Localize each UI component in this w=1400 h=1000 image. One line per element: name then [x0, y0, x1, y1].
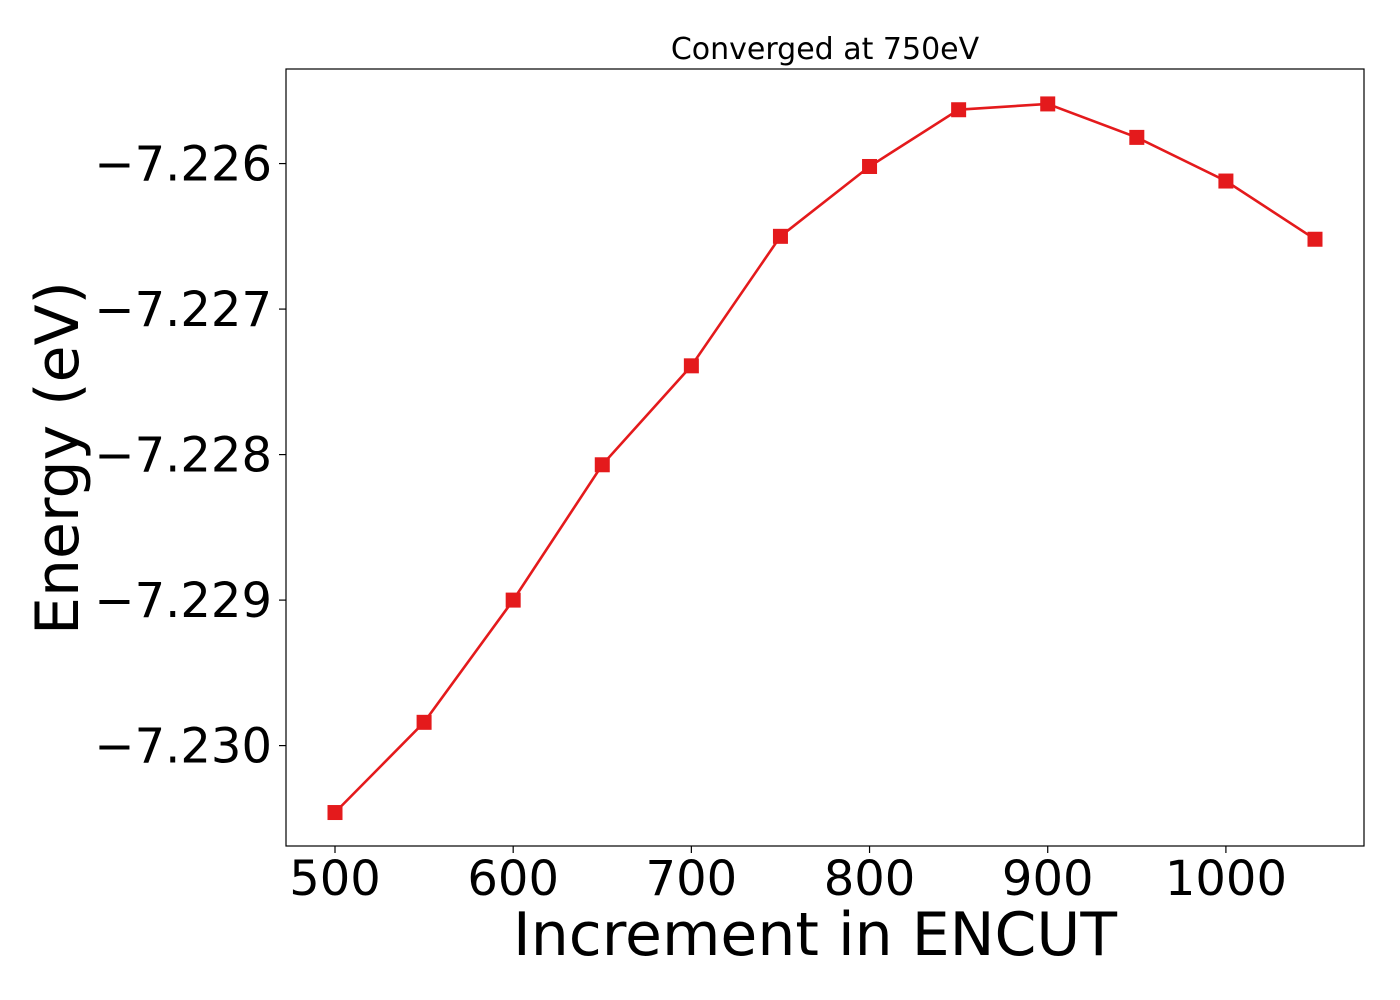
data-point — [505, 592, 521, 608]
data-point — [416, 714, 432, 730]
y-tick-label: −7.229 — [94, 573, 272, 629]
series-line — [334, 102, 1316, 814]
data-point — [1307, 231, 1323, 247]
data-point — [772, 228, 788, 244]
data-point — [1040, 96, 1056, 112]
y-tick-label: −7.230 — [94, 719, 272, 775]
chart-title: Converged at 750eV — [671, 32, 980, 67]
y-axis: −7.230 −7.229 −7.228 −7.227 −7.226 — [94, 137, 286, 775]
data-point — [1218, 173, 1234, 189]
y-tick-label: −7.227 — [94, 282, 272, 338]
x-tick-label: 800 — [824, 851, 916, 907]
x-axis: 500 600 700 800 900 1000 — [289, 846, 1287, 907]
plot-frame — [285, 68, 1365, 847]
x-tick-label: 500 — [289, 851, 381, 907]
data-point — [862, 158, 878, 174]
data-point — [683, 358, 699, 374]
plot-area — [327, 96, 1323, 821]
x-tick-label: 700 — [646, 851, 738, 907]
x-tick-label: 600 — [467, 851, 559, 907]
y-tick-label: −7.228 — [94, 428, 272, 484]
data-point — [951, 102, 967, 118]
data-point — [594, 457, 610, 473]
x-axis-label: Increment in ENCUT — [513, 900, 1117, 970]
data-point — [1129, 129, 1145, 145]
x-tick-label: 900 — [1002, 851, 1094, 907]
x-tick-label: 1000 — [1165, 851, 1287, 907]
data-point — [327, 805, 343, 821]
y-axis-label: Energy (eV) — [23, 281, 93, 635]
y-tick-label: −7.226 — [94, 137, 272, 193]
